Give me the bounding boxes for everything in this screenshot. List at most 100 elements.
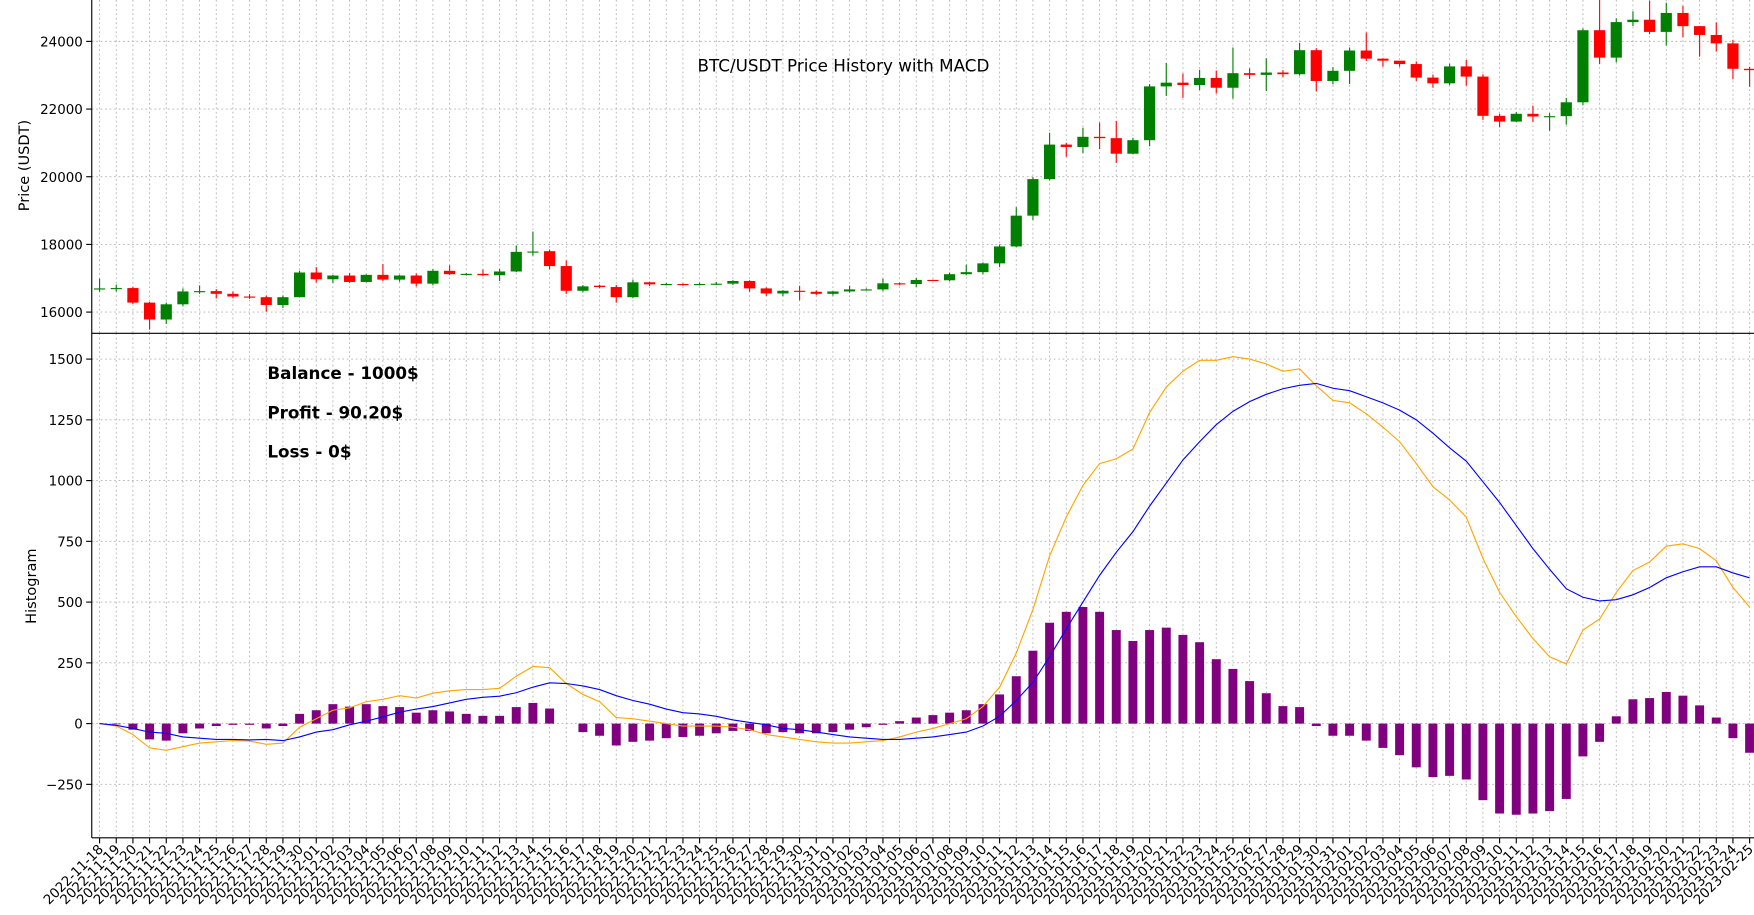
candle-body	[1310, 50, 1322, 81]
candle-body	[1510, 113, 1522, 122]
annotation: Balance - 1000$	[267, 363, 418, 383]
histogram-bar	[195, 723, 205, 729]
candle-body	[1010, 215, 1022, 247]
histogram-bar	[811, 723, 821, 734]
candle-body	[160, 304, 172, 320]
histogram-bar	[295, 713, 305, 724]
candle-body	[1627, 19, 1639, 23]
histogram-bar	[861, 723, 871, 728]
candle-body	[1560, 102, 1572, 117]
histogram-bar	[1095, 611, 1105, 724]
histogram-bar	[345, 706, 355, 724]
candle-body	[960, 272, 972, 275]
annotation: Loss - 0$	[267, 442, 351, 462]
macd-plot	[99, 356, 1754, 815]
histogram-bar	[1711, 717, 1721, 724]
y-tick-label: 1250	[49, 414, 83, 429]
candle-body	[1527, 113, 1539, 117]
histogram-bar	[1728, 723, 1738, 739]
candle-body	[994, 246, 1006, 264]
candle-body	[810, 291, 822, 294]
histogram-bar	[478, 715, 488, 724]
candle-body	[227, 293, 239, 297]
histogram-bar	[1261, 693, 1271, 724]
candle-body	[1660, 12, 1672, 32]
histogram-bar	[461, 713, 471, 724]
candle-body	[477, 273, 489, 276]
axis-layer: 16000 18000 20000 22000 24000 −250 0 250 500 750 1…	[40, 0, 1754, 844]
histogram-bar	[611, 723, 621, 746]
candle-body	[944, 274, 956, 281]
candle-body	[794, 290, 806, 292]
histogram-bar	[878, 723, 888, 725]
histogram-bar	[228, 723, 238, 725]
histogram-bar	[378, 706, 388, 724]
candle-body	[543, 251, 556, 267]
histogram-bar	[1395, 723, 1405, 756]
histogram-bar	[911, 717, 921, 724]
y-tick-label: 16000	[40, 306, 83, 321]
y-axis-label: Histogram	[24, 548, 40, 623]
histogram-bar	[745, 723, 755, 731]
candle-body	[410, 275, 422, 284]
candle-body	[577, 286, 589, 291]
histogram-bar	[1561, 723, 1571, 799]
histogram-bar	[111, 723, 121, 725]
candle-body	[1377, 58, 1389, 61]
histogram-bar	[511, 707, 521, 724]
histogram-bar	[278, 723, 288, 727]
histogram-bar	[695, 723, 705, 736]
candle-body	[927, 279, 939, 282]
y-tick-label: 500	[57, 596, 83, 611]
candle-body	[1394, 60, 1406, 65]
candle-body	[1594, 30, 1606, 58]
candle-body	[710, 283, 722, 285]
histogram-bar	[1595, 723, 1605, 742]
candle-body	[1260, 72, 1272, 75]
y-tick-label: 1500	[49, 353, 83, 368]
histogram-bar	[1328, 723, 1338, 736]
candle-body	[243, 296, 256, 298]
y-tick-label: 22000	[40, 103, 83, 118]
histogram-bar	[245, 723, 255, 725]
histogram-bar	[1178, 634, 1188, 724]
histogram-bar	[1045, 622, 1055, 724]
candle-body	[894, 283, 906, 285]
y-axis-label: Price (USDT)	[17, 120, 33, 211]
histogram-bar	[1211, 659, 1221, 724]
candle-body	[293, 272, 306, 298]
candle-body	[610, 287, 622, 298]
candle-body	[1644, 19, 1656, 32]
histogram-bar	[361, 704, 371, 724]
candle-body	[910, 279, 922, 285]
candle-body	[1494, 115, 1506, 122]
candle-body	[1177, 82, 1189, 86]
candle-body	[460, 273, 472, 275]
candle-body	[443, 270, 456, 275]
candle-body	[527, 251, 539, 253]
candle-body	[677, 284, 689, 286]
histogram-bar	[645, 723, 655, 741]
histogram-bar	[1111, 630, 1121, 724]
candle-body	[143, 302, 156, 320]
histogram-bar	[895, 721, 905, 724]
candle-body	[277, 297, 289, 305]
candle-body	[560, 266, 572, 291]
histogram-bar	[1661, 692, 1671, 724]
histogram-bar	[445, 711, 455, 724]
candle-body	[510, 251, 522, 272]
candle-body	[593, 285, 606, 288]
histogram-bar	[945, 712, 955, 724]
candle-body	[877, 283, 889, 290]
candle-body	[643, 282, 656, 285]
candle-body	[177, 291, 189, 305]
y-tick-label: −250	[46, 778, 83, 793]
candle-body	[1460, 66, 1472, 77]
candle-body	[1144, 86, 1156, 141]
histogram-bar	[411, 712, 421, 724]
histogram-bar	[961, 710, 971, 724]
price-plot	[93, 0, 1754, 330]
histogram-bar	[595, 723, 605, 736]
